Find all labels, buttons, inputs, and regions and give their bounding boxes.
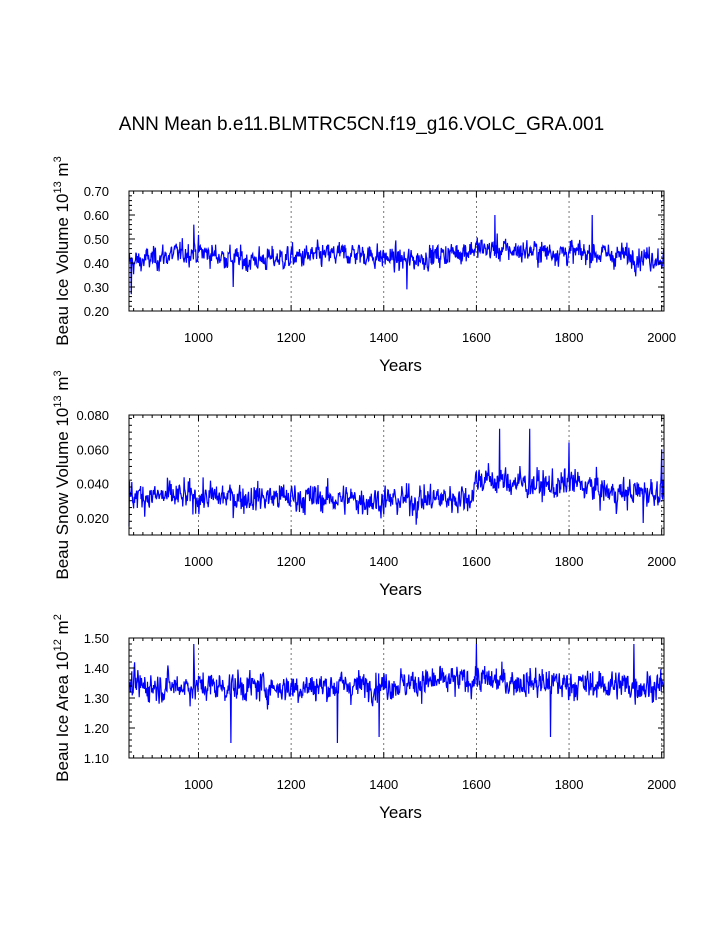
y-label-unit: m: [53, 162, 72, 181]
y-label-text: Beau Snow Volume 10: [53, 408, 72, 580]
y-label-unit-exponent: 2: [52, 614, 64, 620]
y-tick-label: 1.30: [84, 691, 109, 706]
y-label-unit: m: [53, 376, 72, 395]
y-tick-label: 1.40: [84, 661, 109, 676]
y-axis-label: Beau Snow Volume 1013 m3: [52, 370, 72, 579]
y-tick-label: 1.50: [84, 631, 109, 646]
x-tick-label: 1800: [555, 777, 584, 792]
x-tick-label: 1200: [277, 777, 306, 792]
x-tick-label: 1000: [184, 554, 213, 569]
x-tick-label: 2000: [647, 330, 676, 345]
y-tick-label: 0.70: [84, 184, 109, 199]
y-tick-label: 0.30: [84, 280, 109, 295]
plot-frame: [128, 414, 665, 536]
x-tick-label: 2000: [647, 777, 676, 792]
x-tick-label: 1400: [369, 554, 398, 569]
y-tick-label: 0.40: [84, 256, 109, 271]
y-label-exponent: 13: [52, 395, 64, 407]
x-tick-label: 1600: [462, 554, 491, 569]
series-line: [128, 214, 665, 295]
panel-2: 1000 1200 1400 1600 1800 2000 0.020 0.040 0.060 0…: [52, 370, 676, 599]
plot-frame: [128, 637, 665, 759]
y-label-unit-exponent: 3: [52, 370, 64, 376]
y-label-unit: m: [53, 620, 72, 639]
x-axis-label: Years: [379, 803, 422, 822]
y-label-unit-exponent: 3: [52, 156, 64, 162]
x-tick-label: 1600: [462, 777, 491, 792]
series-line: [128, 428, 665, 527]
x-tick-label: 2000: [647, 554, 676, 569]
series-line: [128, 643, 665, 744]
y-tick-label: 0.20: [84, 304, 109, 319]
panel-3: 1000 1200 1400 1600 1800 2000 1.10 1.20 1.30 1.40…: [52, 614, 676, 822]
y-axis-label: Beau Ice Area 1012 m2: [52, 614, 72, 782]
y-tick-label: 0.60: [84, 208, 109, 223]
y-tick-label: 0.060: [76, 442, 109, 457]
y-tick-label: 0.50: [84, 232, 109, 247]
y-axis-label: Beau Ice Volume 1013 m3: [52, 156, 72, 345]
y-label-text: Beau Ice Area 10: [53, 651, 72, 781]
y-tick-label: 1.20: [84, 721, 109, 736]
x-axis-label: Years: [379, 580, 422, 599]
x-tick-label: 1400: [369, 330, 398, 345]
x-tick-label: 1000: [184, 777, 213, 792]
x-tick-label: 1600: [462, 330, 491, 345]
x-tick-label: 1000: [184, 330, 213, 345]
y-tick-label: 0.080: [76, 408, 109, 423]
panel-1: 1000 1200 1400 1600 1800 2000 0.20 0.30 0.40 0.50…: [52, 156, 676, 375]
y-tick-label: 1.10: [84, 751, 109, 766]
x-tick-label: 1200: [277, 330, 306, 345]
x-tick-label: 1400: [369, 777, 398, 792]
y-tick-label: 0.020: [76, 511, 109, 526]
y-label-exponent: 12: [52, 639, 64, 651]
y-tick-label: 0.040: [76, 477, 109, 492]
chart-title: ANN Mean b.e11.BLMTRC5CN.f19_g16.VOLC_GR…: [118, 114, 605, 135]
x-tick-label: 1800: [555, 330, 584, 345]
plot-frame: [128, 190, 665, 312]
y-label-exponent: 13: [52, 181, 64, 193]
x-tick-label: 1800: [555, 554, 584, 569]
x-axis-label: Years: [379, 356, 422, 375]
y-label-text: Beau Ice Volume 10: [53, 194, 72, 346]
x-tick-label: 1200: [277, 554, 306, 569]
